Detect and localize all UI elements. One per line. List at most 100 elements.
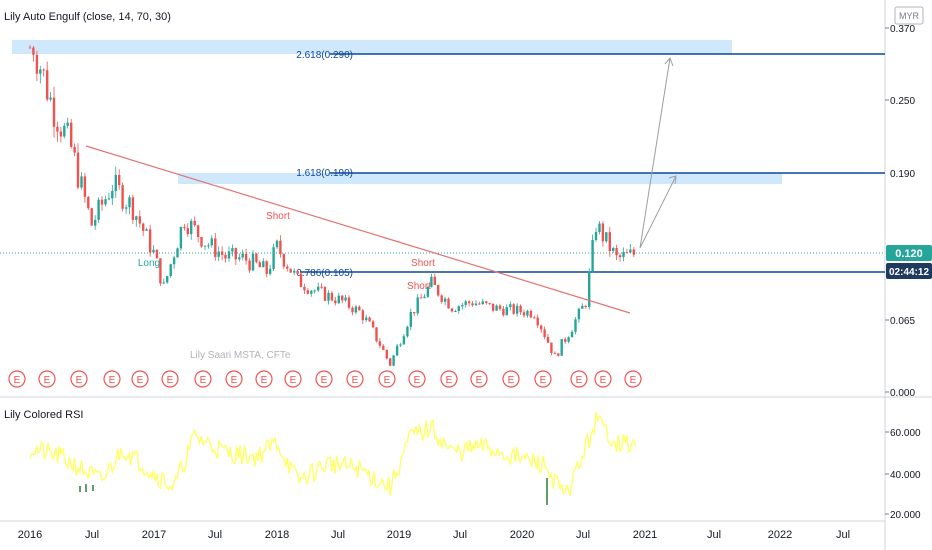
candle[interactable] <box>196 224 200 243</box>
candle[interactable] <box>416 294 419 316</box>
candle[interactable] <box>341 295 344 304</box>
candle[interactable] <box>251 250 255 272</box>
earnings-marker[interactable]: E <box>8 370 26 388</box>
candle[interactable] <box>368 316 371 322</box>
earnings-marker[interactable]: E <box>284 370 302 388</box>
candle[interactable] <box>121 182 124 212</box>
candle[interactable] <box>378 338 382 349</box>
candle[interactable] <box>320 283 323 289</box>
candle[interactable] <box>467 300 471 307</box>
candle[interactable] <box>52 86 56 138</box>
candle[interactable] <box>90 207 93 226</box>
candle[interactable] <box>97 197 100 223</box>
candle[interactable] <box>162 278 165 285</box>
time-axis[interactable]: 2016 Jul 2017 Jul 2018 Jul 2019 Jul 2020… <box>18 529 850 541</box>
candle[interactable] <box>570 329 574 338</box>
candle[interactable] <box>138 210 141 228</box>
candle[interactable] <box>220 246 224 261</box>
candle[interactable] <box>598 221 601 235</box>
candle[interactable] <box>625 248 629 254</box>
earnings-marker[interactable]: E <box>161 370 179 388</box>
candle[interactable] <box>437 284 440 297</box>
candle[interactable] <box>327 290 330 305</box>
candle[interactable] <box>231 244 234 257</box>
candle[interactable] <box>618 253 622 262</box>
fib-zone-1618[interactable] <box>178 173 782 184</box>
candle[interactable] <box>540 324 543 333</box>
candle[interactable] <box>142 222 145 236</box>
candle[interactable] <box>323 286 327 302</box>
earnings-marker[interactable]: E <box>346 370 364 388</box>
candle[interactable] <box>186 223 189 237</box>
candle[interactable] <box>474 300 478 306</box>
candle[interactable] <box>183 223 186 231</box>
candle[interactable] <box>581 303 584 309</box>
projection-arrow-upper[interactable] <box>639 57 671 249</box>
candle[interactable] <box>546 334 550 343</box>
candle[interactable] <box>268 264 272 276</box>
candle[interactable] <box>224 252 227 263</box>
earnings-marker[interactable]: E <box>534 370 552 388</box>
candle[interactable] <box>615 244 618 261</box>
candle[interactable] <box>76 143 80 190</box>
candle[interactable] <box>389 357 392 367</box>
candle[interactable] <box>375 327 378 343</box>
candle[interactable] <box>577 307 581 323</box>
candle[interactable] <box>371 320 375 329</box>
candle[interactable] <box>622 247 625 262</box>
candle[interactable] <box>564 337 567 344</box>
candle[interactable] <box>159 258 162 286</box>
candle[interactable] <box>200 236 203 248</box>
candle[interactable] <box>605 232 608 244</box>
candle[interactable] <box>190 218 193 240</box>
candle[interactable] <box>608 227 611 257</box>
candle[interactable] <box>526 309 529 318</box>
candle[interactable] <box>244 248 248 265</box>
candle[interactable] <box>203 245 207 251</box>
candle[interactable] <box>591 234 594 273</box>
candle[interactable] <box>399 342 402 347</box>
candle[interactable] <box>426 285 430 298</box>
candle[interactable] <box>39 65 42 84</box>
candle-series[interactable] <box>28 45 635 367</box>
candle[interactable] <box>395 344 399 356</box>
earnings-marker[interactable]: E <box>624 370 642 388</box>
candle[interactable] <box>491 303 495 313</box>
candle[interactable] <box>299 271 303 287</box>
candle[interactable] <box>536 314 539 329</box>
candle[interactable] <box>461 303 464 310</box>
candle[interactable] <box>49 91 52 102</box>
candle[interactable] <box>131 194 135 224</box>
candle[interactable] <box>179 226 183 251</box>
candle[interactable] <box>629 243 632 253</box>
candle[interactable] <box>519 304 522 315</box>
earnings-marker[interactable]: E <box>470 370 488 388</box>
earnings-marker[interactable]: E <box>440 370 458 388</box>
candle[interactable] <box>351 306 354 316</box>
candle[interactable] <box>56 121 59 142</box>
candle[interactable] <box>419 293 423 299</box>
candle[interactable] <box>567 336 570 344</box>
candle[interactable] <box>433 273 436 286</box>
rsi-axis[interactable]: 60.000 40.000 20.000 <box>885 428 921 521</box>
candle[interactable] <box>128 195 131 215</box>
candle[interactable] <box>430 273 433 288</box>
candle[interactable] <box>258 260 261 268</box>
candle[interactable] <box>495 304 498 311</box>
candle[interactable] <box>423 294 426 299</box>
candle[interactable] <box>358 305 361 311</box>
candle[interactable] <box>574 317 577 335</box>
candle[interactable] <box>176 247 179 258</box>
candle[interactable] <box>471 300 474 307</box>
candle[interactable] <box>262 258 265 268</box>
candle[interactable] <box>382 344 385 351</box>
candle[interactable] <box>594 227 598 242</box>
candle[interactable] <box>584 304 587 309</box>
earnings-marker[interactable]: E <box>570 370 588 388</box>
candle[interactable] <box>354 304 358 315</box>
candle[interactable] <box>632 247 635 257</box>
earnings-marker[interactable]: E <box>408 370 426 388</box>
earnings-marker[interactable]: E <box>378 370 396 388</box>
